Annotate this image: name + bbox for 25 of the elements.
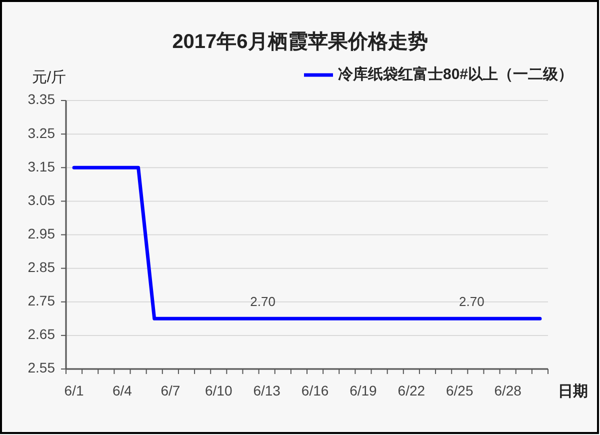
y-tick-label: 3.05 — [28, 192, 56, 208]
x-tick-label: 6/22 — [398, 382, 426, 399]
x-tick-label: 6/19 — [350, 382, 378, 399]
x-tick-label: 6/28 — [494, 382, 522, 399]
x-tick-label: 6/7 — [160, 382, 180, 399]
x-tick-label: 6/10 — [205, 382, 232, 399]
y-tick-label: 2.95 — [28, 225, 56, 242]
x-tick-label: 6/1 — [64, 382, 84, 399]
data-label: 2.70 — [250, 294, 276, 310]
legend-label: 冷库纸袋红富士80#以上（一二级） — [338, 64, 574, 83]
y-tick-label: 2.55 — [28, 360, 56, 376]
y-axis-title: 元/斤 — [32, 68, 66, 86]
y-tick-label: 2.75 — [28, 292, 56, 309]
y-tick-label: 2.65 — [28, 326, 56, 342]
x-tick-label: 6/25 — [446, 382, 474, 399]
y-tick-label: 3.35 — [28, 91, 56, 108]
x-tick-label: 6/16 — [301, 382, 329, 399]
data-label: 2.70 — [459, 294, 484, 310]
chart-title: 2017年6月栖霞苹果价格走势 — [172, 31, 428, 53]
y-tick-label: 3.15 — [28, 158, 56, 174]
x-tick-label: 6/4 — [112, 382, 132, 399]
x-tick-label: 6/13 — [253, 382, 281, 399]
y-tick-label: 3.25 — [28, 124, 56, 141]
x-axis-title: 日期 — [558, 382, 588, 400]
y-tick-label: 2.85 — [28, 259, 56, 276]
